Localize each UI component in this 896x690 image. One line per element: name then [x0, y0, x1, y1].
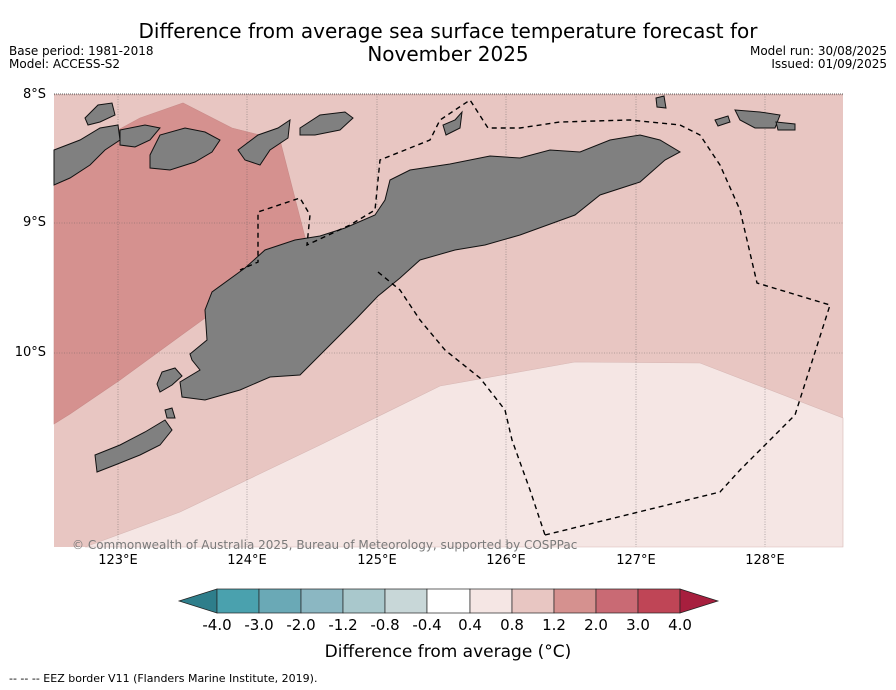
title-line-2: November 2025 — [367, 42, 529, 66]
title-line-1: Difference from average sea surface temp… — [138, 19, 758, 43]
small-islet-east — [655, 95, 667, 109]
colorbar-seg-2 — [258, 588, 302, 614]
colorbar-seg-11 — [637, 588, 681, 614]
lon-label-127e: 127°E — [616, 553, 656, 568]
flores-east-island — [149, 127, 221, 171]
pantar-island — [237, 118, 291, 166]
eez-footnote: -- -- -- EEZ border V11 (Flanders Marine… — [9, 672, 318, 685]
eez-border — [239, 99, 831, 536]
base-period: Base period: 1981-2018 — [9, 44, 154, 58]
lon-label-126e: 126°E — [486, 553, 526, 568]
colorbar-tick: 1.2 — [542, 616, 566, 634]
lat-label-10s: 10°S — [14, 345, 46, 360]
colorbar-seg-1 — [216, 588, 260, 614]
lon-label-124e: 124°E — [227, 553, 267, 568]
colorbar-seg-3 — [300, 588, 344, 614]
colorbar-seg-5 — [384, 588, 428, 614]
islet-far-east — [775, 121, 796, 131]
model-name: Model: ACCESS-S2 — [9, 57, 121, 71]
colorbar-tick: -3.0 — [244, 616, 274, 634]
meta-right: Model run: 30/08/2025 Issued: 01/09/2025 — [750, 45, 887, 71]
copyright-notice: © Commonwealth of Australia 2025, Bureau… — [72, 538, 578, 552]
colorbar-tick: -0.4 — [412, 616, 442, 634]
colorbar-seg-8 — [511, 588, 555, 614]
colorbar-tick: -2.0 — [286, 616, 316, 634]
colorbar-seg-9 — [553, 588, 597, 614]
lon-label-125e: 125°E — [357, 553, 397, 568]
small-islet-south — [164, 407, 176, 419]
colorbar-seg-7 — [469, 588, 513, 614]
lat-label-9s: 9°S — [22, 215, 46, 230]
wetar-island — [734, 109, 781, 129]
colorbar-tick: -0.8 — [370, 616, 400, 634]
colorbar-tick: 0.4 — [458, 616, 482, 634]
sawu-island — [94, 419, 173, 473]
lon-label-128e: 128°E — [745, 553, 785, 568]
alor-island — [299, 111, 354, 136]
meta-left: Base period: 1981-2018 Model: ACCESS-S2 — [9, 45, 154, 71]
colorbar-tick: -4.0 — [202, 616, 232, 634]
atauro-island — [442, 110, 463, 136]
small-north-island — [84, 102, 116, 126]
timor-island — [179, 134, 682, 401]
colorbar — [177, 588, 720, 614]
rote-island — [156, 367, 183, 393]
chart-title: Difference from average sea surface temp… — [0, 20, 896, 66]
colorbar-tick: 0.8 — [500, 616, 524, 634]
islet-east-2 — [714, 115, 731, 127]
colorbar-tick: 2.0 — [584, 616, 608, 634]
colorbar-seg-4 — [342, 588, 386, 614]
solor-island — [119, 124, 161, 148]
colorbar-tick: 3.0 — [626, 616, 650, 634]
land-masses — [53, 95, 796, 473]
lat-label-8s: 8°S — [22, 87, 46, 102]
flores-west-island — [53, 124, 121, 186]
colorbar-tick: -1.2 — [328, 616, 358, 634]
anomaly-region-0-4 — [84, 361, 844, 548]
lon-label-123e: 123°E — [98, 553, 138, 568]
colorbar-seg-10 — [595, 588, 639, 614]
colorbar-label: Difference from average (°C) — [324, 642, 572, 662]
colorbar-extend-high — [679, 588, 720, 614]
issued-date: Issued: 01/09/2025 — [771, 57, 887, 71]
model-run: Model run: 30/08/2025 — [749, 44, 887, 58]
colorbar-tick: 4.0 — [668, 616, 692, 634]
colorbar-extend-low — [177, 588, 218, 614]
colorbar-seg-6 — [426, 588, 471, 614]
